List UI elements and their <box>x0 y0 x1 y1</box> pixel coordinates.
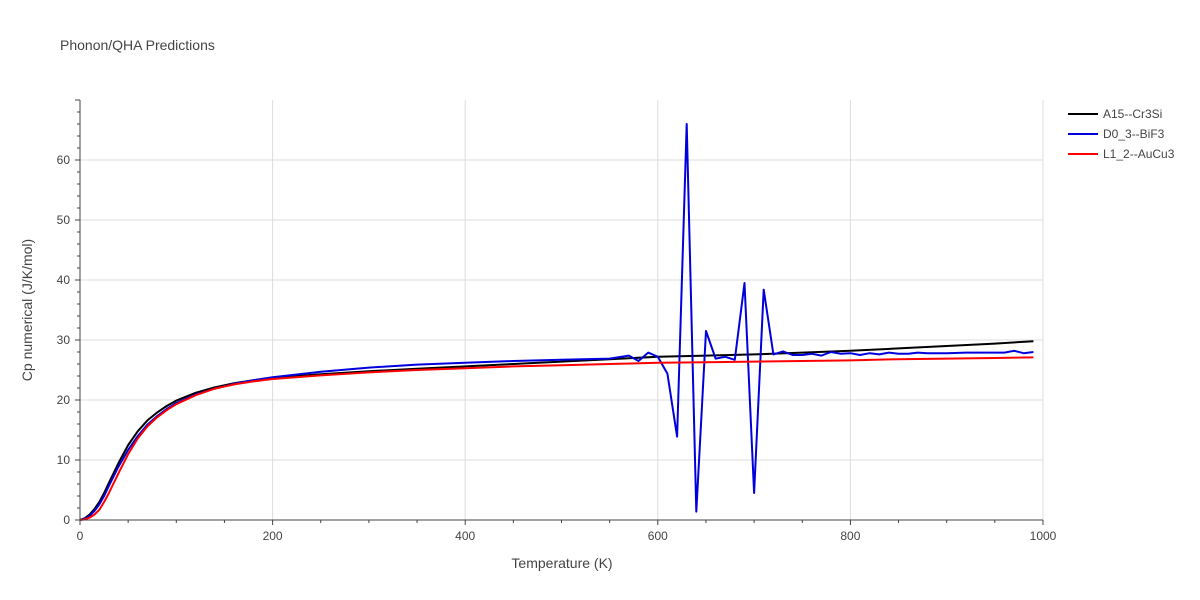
legend-label: L1_2--AuCu3 <box>1103 147 1175 161</box>
x-tick-labels: 0 200 400 600 800 1000 <box>77 529 1057 543</box>
x-tick-label: 0 <box>77 529 84 543</box>
x-tick-label: 1000 <box>1030 529 1057 543</box>
x-tick-label: 800 <box>840 529 860 543</box>
legend: A15--Cr3Si D0_3--BiF3 L1_2--AuCu3 <box>1068 107 1175 161</box>
y-tick-label: 40 <box>57 273 71 287</box>
series-line-D0_3--BiF3 <box>79 123 1034 521</box>
y-tick-label: 0 <box>63 513 70 527</box>
grid <box>80 100 1044 520</box>
y-tick-labels: 0 10 20 30 40 50 60 <box>57 153 71 527</box>
x-axis-label: Temperature (K) <box>511 555 612 571</box>
y-axis-label: Cp numerical (J/K/mol) <box>19 239 35 381</box>
series-line-L1_2--AuCu3 <box>79 356 1034 521</box>
legend-label: D0_3--BiF3 <box>1103 127 1165 141</box>
y-tick-label: 50 <box>57 213 71 227</box>
x-tick-label: 200 <box>263 529 283 543</box>
series-layer <box>79 123 1034 521</box>
legend-label: A15--Cr3Si <box>1103 107 1162 121</box>
y-tick-label: 10 <box>57 453 71 467</box>
x-tick-label: 400 <box>455 529 475 543</box>
series-line-A15--Cr3Si <box>79 340 1034 521</box>
x-tick-label: 600 <box>648 529 668 543</box>
chart-title: Phonon/QHA Predictions <box>60 37 215 53</box>
y-tick-label: 20 <box>57 393 71 407</box>
axes <box>75 99 1044 525</box>
y-tick-label: 60 <box>57 153 71 167</box>
y-tick-label: 30 <box>57 333 71 347</box>
